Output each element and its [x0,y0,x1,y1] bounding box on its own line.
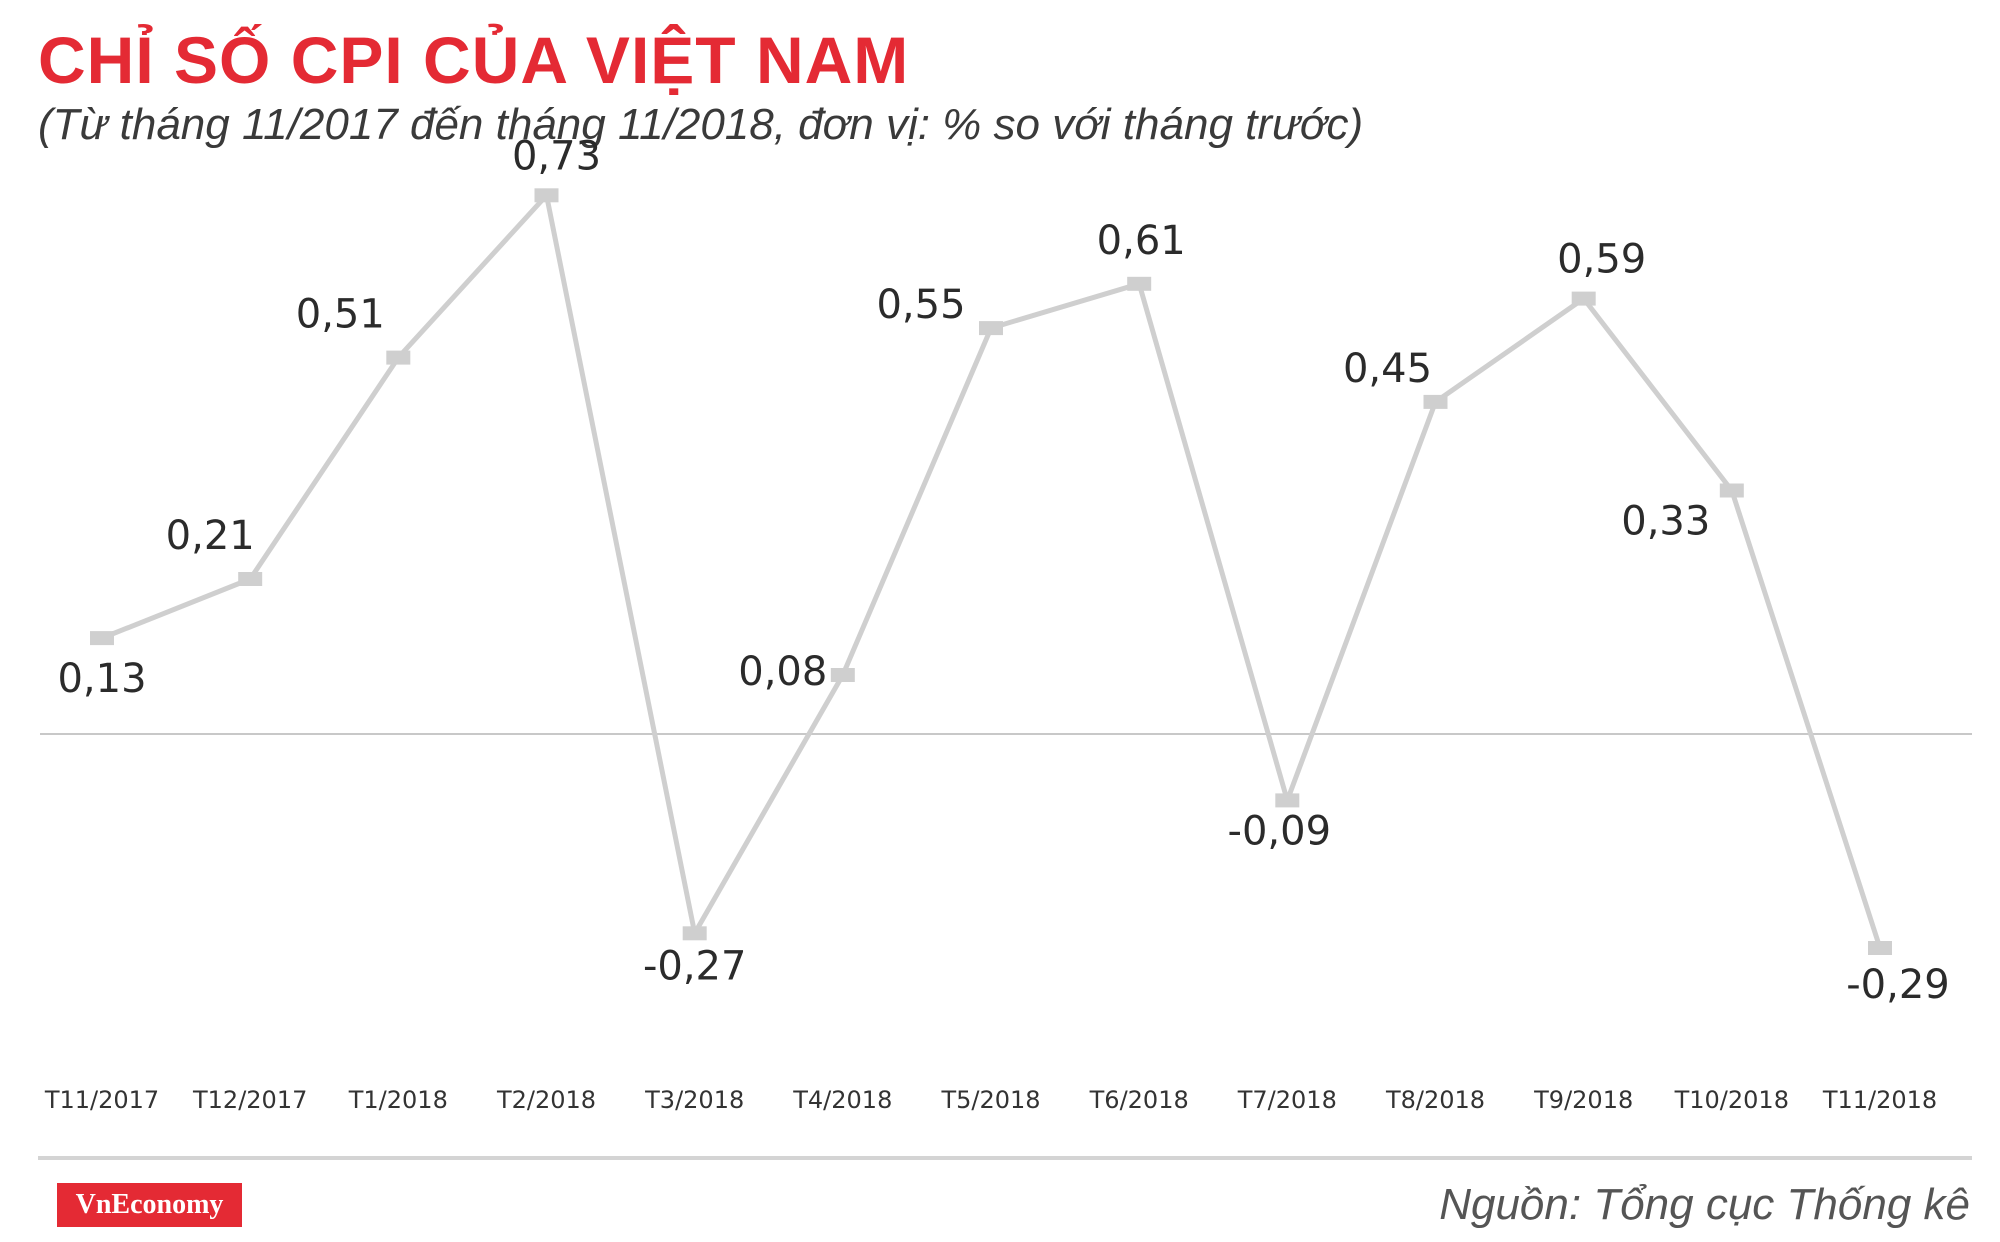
x-tick-t3-2018: T3/2018 [644,1086,744,1114]
x-tick-t11-2018: T11/2018 [1822,1086,1937,1114]
data-label-t11-2018: -0,29 [1846,962,1950,1008]
x-axis-tick-group: T11/2017 T12/2017 T1/2018 T2/2018 T3/2018 T4/… [44,1086,1937,1114]
data-label-t1-2018: 0,51 [296,292,385,338]
x-tick-t11-2017: T11/2017 [44,1086,159,1114]
data-point-t7-2018 [1275,793,1300,808]
data-point-t12-2017 [238,572,263,586]
data-point-t11-2017 [90,631,114,646]
x-tick-t6-2018: T6/2018 [1089,1086,1189,1114]
vneconomy-logo: VnEconomy [57,1183,242,1227]
marker-group [90,188,1892,955]
data-point-t9-2018 [1571,291,1596,306]
x-tick-t2-2018: T2/2018 [496,1086,596,1114]
data-point-t3-2018 [682,926,707,941]
x-tick-t9-2018: T9/2018 [1533,1086,1633,1114]
data-label-t11-2017: 0,13 [57,656,146,702]
data-point-t6-2018 [1127,276,1152,291]
data-label-t9-2018: 0,59 [1557,237,1646,283]
x-tick-t1-2018: T1/2018 [348,1086,448,1114]
data-label-t8-2018: 0,45 [1343,346,1432,392]
x-tick-t4-2018: T4/2018 [792,1086,892,1114]
data-point-t8-2018 [1423,394,1448,409]
chart-title: CHỈ SỐ CPI CỦA VIỆT NAM [38,23,910,97]
chart-subtitle: (Từ tháng 11/2017 đến tháng 11/2018, đơn… [38,100,1364,149]
data-point-t11-2018 [1868,941,1892,955]
x-tick-t12-2017: T12/2017 [192,1086,307,1114]
data-point-t10-2018 [1719,483,1744,498]
data-label-t4-2018: 0,08 [738,649,827,695]
data-label-group: 0,13 0,21 0,51 0,73 -0,27 0,08 0,55 0,61 -0,09 0,… [57,133,1949,1008]
data-label-t12-2017: 0,21 [166,513,255,559]
x-tick-t7-2018: T7/2018 [1237,1086,1337,1114]
x-tick-t10-2018: T10/2018 [1674,1086,1789,1114]
data-label-t7-2018: -0,09 [1228,808,1332,854]
footer-divider [38,1156,1972,1160]
data-label-t6-2018: 0,61 [1097,218,1186,264]
data-label-t2-2018: 0,73 [512,133,601,179]
data-point-t4-2018 [830,668,855,682]
x-tick-t5-2018: T5/2018 [940,1086,1040,1114]
data-point-t1-2018 [386,350,411,365]
cpi-line-chart: 0,13 0,21 0,51 0,73 -0,27 0,08 0,55 0,61 -0,09 0,… [40,133,1972,1114]
source-note: Nguồn: Tổng cục Thống kê [1439,1180,1970,1229]
data-point-t5-2018 [979,321,1003,336]
data-label-t3-2018: -0,27 [643,943,747,989]
data-point-t2-2018 [534,188,559,203]
data-label-t5-2018: 0,55 [876,282,965,328]
x-tick-t8-2018: T8/2018 [1385,1086,1485,1114]
data-label-t10-2018: 0,33 [1621,499,1710,545]
